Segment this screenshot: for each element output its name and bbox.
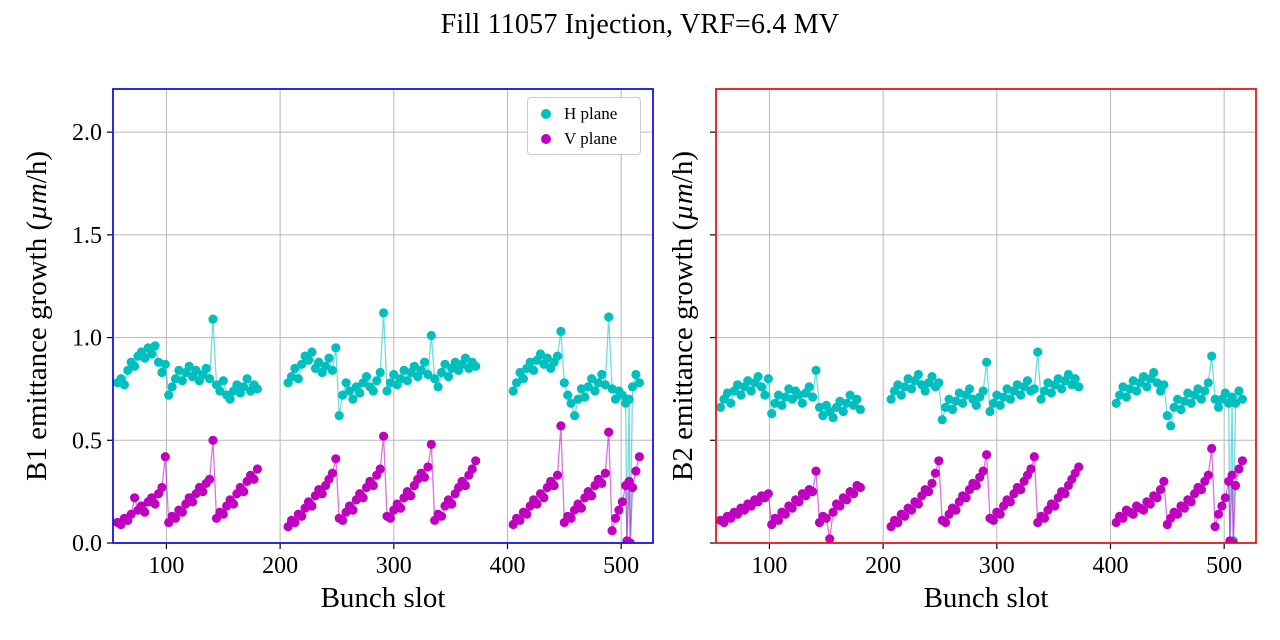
tick-labels: 100 200 300 400 500 xyxy=(751,553,1242,579)
series-h-plane xyxy=(715,347,1247,544)
legend-label-h-plane: H plane xyxy=(564,104,618,123)
series-v-plane xyxy=(112,421,645,544)
data-points xyxy=(112,421,645,544)
svg-text:0.0: 0.0 xyxy=(72,531,102,557)
svg-text:2.0: 2.0 xyxy=(72,120,102,146)
svg-text:400: 400 xyxy=(489,553,525,579)
series-v-plane xyxy=(715,443,1247,544)
svg-text:100: 100 xyxy=(148,553,184,579)
svg-text:400: 400 xyxy=(1092,553,1128,579)
data-series xyxy=(112,308,645,544)
axes-spines-b2 xyxy=(715,88,1257,544)
y-axis-label-b1: B1 emittance growth (µm/h) xyxy=(21,151,53,481)
plot-b2: 100 200 300 400 500 Bunch slot B2 emittance gr… xyxy=(667,88,1257,614)
h-plane-marker-icon xyxy=(541,108,551,119)
y-axis-label-b2: B2 emittance growth (µm/h) xyxy=(667,151,699,481)
plot-b1: 100 200 300 400 500 0.0 0.5 1.0 1.5 2.0 Bunch slot… xyxy=(21,88,654,614)
svg-text:300: 300 xyxy=(979,553,1015,579)
svg-text:0.5: 0.5 xyxy=(72,428,102,454)
svg-text:100: 100 xyxy=(751,553,787,579)
data-points xyxy=(112,308,645,544)
svg-text:200: 200 xyxy=(262,553,298,579)
tick-marks xyxy=(107,131,622,549)
x-axis-label-b2: Bunch slot xyxy=(924,582,1049,614)
svg-text:500: 500 xyxy=(1206,553,1242,579)
svg-text:300: 300 xyxy=(376,553,412,579)
svg-text:1.5: 1.5 xyxy=(72,223,102,249)
tick-marks xyxy=(710,131,1225,549)
series-line xyxy=(890,454,1080,527)
series-line xyxy=(287,436,477,527)
data-series xyxy=(715,347,1247,544)
figure-title: Fill 11057 Injection, VRF=6.4 MV xyxy=(440,9,840,40)
data-points xyxy=(715,443,1247,544)
legend-label-v-plane: V plane xyxy=(564,129,618,148)
legend: H plane V plane xyxy=(527,97,641,155)
x-axis-label-b1: Bunch slot xyxy=(321,582,446,614)
svg-text:500: 500 xyxy=(603,553,639,579)
series-h-plane xyxy=(112,308,645,544)
series-line xyxy=(512,425,641,544)
tick-labels: 100 200 300 400 500 0.0 0.5 1.0 1.5 2.0 xyxy=(72,120,639,579)
v-plane-marker-icon xyxy=(541,133,551,144)
legend-item-v-plane: V plane xyxy=(541,130,632,147)
svg-text:1.0: 1.0 xyxy=(72,326,102,352)
gridlines xyxy=(716,89,1256,544)
data-points xyxy=(715,347,1247,544)
svg-text:200: 200 xyxy=(865,553,901,579)
legend-item-h-plane: H plane xyxy=(541,105,632,122)
axes-spines-b1 xyxy=(112,88,654,544)
